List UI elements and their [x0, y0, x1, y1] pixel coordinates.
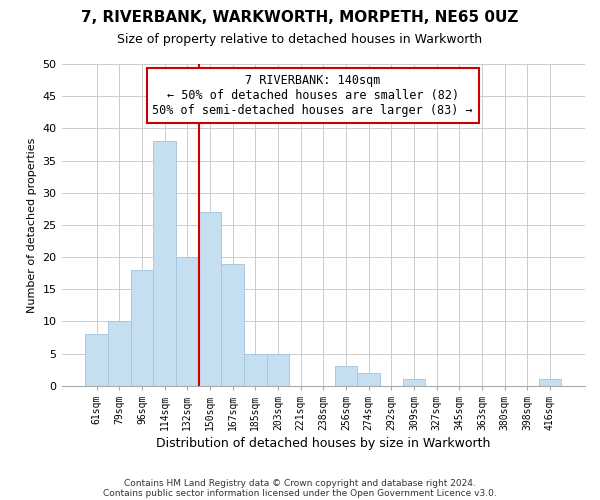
Bar [154, 141, 176, 386]
Bar [539, 380, 561, 386]
Bar [108, 322, 131, 386]
Bar [403, 380, 425, 386]
Bar [357, 373, 380, 386]
Bar [176, 257, 199, 386]
Bar [244, 354, 266, 386]
Bar [221, 264, 244, 386]
Bar [85, 334, 108, 386]
Text: Contains public sector information licensed under the Open Government Licence v3: Contains public sector information licen… [103, 488, 497, 498]
Text: 7 RIVERBANK: 140sqm
← 50% of detached houses are smaller (82)
50% of semi-detach: 7 RIVERBANK: 140sqm ← 50% of detached ho… [152, 74, 473, 116]
X-axis label: Distribution of detached houses by size in Warkworth: Distribution of detached houses by size … [156, 437, 490, 450]
Bar [131, 270, 154, 386]
Text: Size of property relative to detached houses in Warkworth: Size of property relative to detached ho… [118, 32, 482, 46]
Text: 7, RIVERBANK, WARKWORTH, MORPETH, NE65 0UZ: 7, RIVERBANK, WARKWORTH, MORPETH, NE65 0… [82, 10, 518, 25]
Bar [335, 366, 357, 386]
Bar [199, 212, 221, 386]
Bar [266, 354, 289, 386]
Y-axis label: Number of detached properties: Number of detached properties [27, 137, 37, 312]
Text: Contains HM Land Registry data © Crown copyright and database right 2024.: Contains HM Land Registry data © Crown c… [124, 478, 476, 488]
